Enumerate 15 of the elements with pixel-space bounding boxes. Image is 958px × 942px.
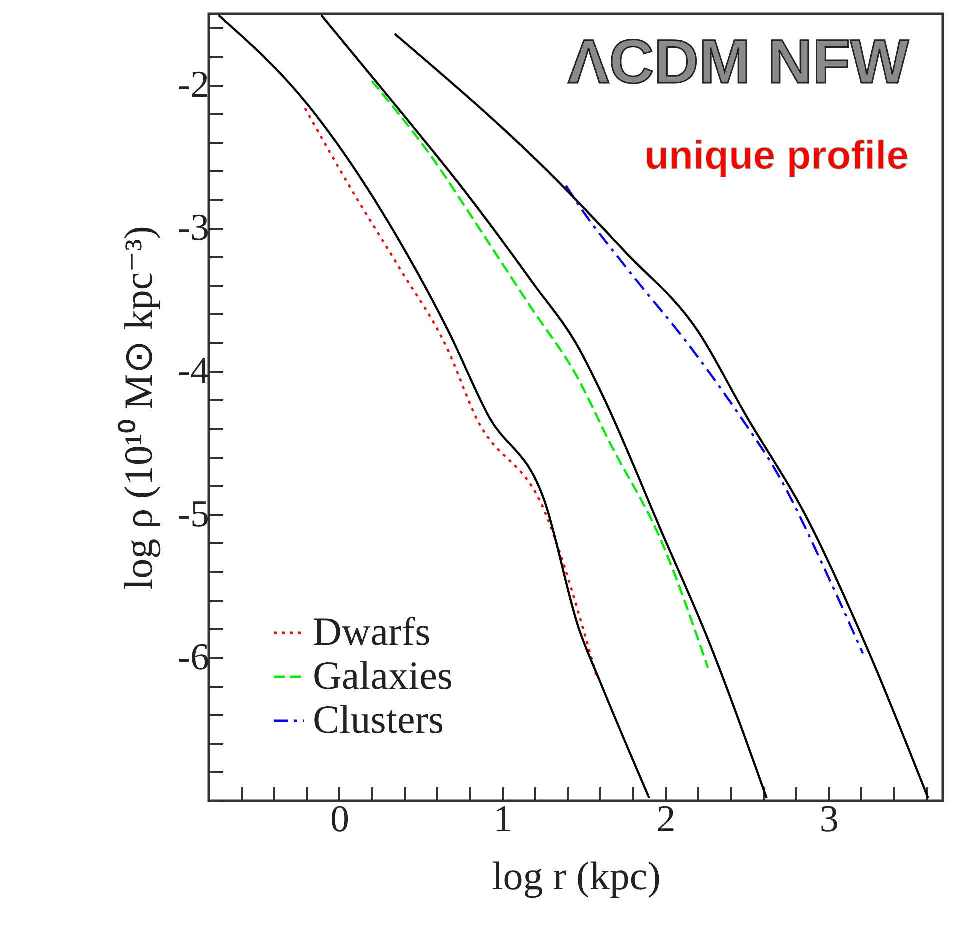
legend-label: Galaxies [313, 653, 453, 698]
annotation: ΛCDM NFW [568, 28, 910, 97]
legend-label: Clusters [313, 697, 444, 742]
legend-label: Dwarfs [313, 609, 431, 654]
x-axis-title: log r (kpc) [492, 854, 661, 898]
x-tick-label: 2 [656, 798, 676, 840]
y-tick-label: -5 [178, 493, 210, 536]
y-axis-title: log ρ (10¹⁰ M⊙ kpc⁻³) [116, 226, 161, 590]
y-tick-label: -2 [178, 64, 210, 106]
y-tick-label: -3 [178, 207, 210, 250]
line-series [565, 184, 864, 655]
x-tick-label: 1 [494, 798, 513, 840]
x-tick-label: 0 [330, 798, 350, 840]
x-tick-label: 3 [820, 798, 839, 840]
annotation: unique profile [644, 134, 909, 178]
